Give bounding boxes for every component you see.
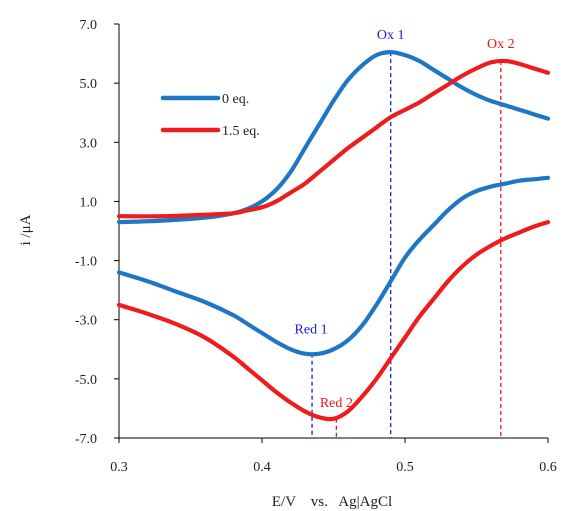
y-tick-label: -5.0	[75, 373, 97, 388]
y-tick-label: -7.0	[75, 432, 97, 447]
peak-annotation-label: Red 2	[320, 396, 353, 411]
y-tick-label: -3.0	[75, 314, 97, 329]
y-axis-label: i /μA	[18, 214, 34, 245]
peak-annotation-label: Ox 2	[487, 37, 515, 52]
legend-label: 0 eq.	[222, 92, 249, 107]
x-axis-label: E/V vs. Ag|AgCl	[272, 494, 392, 510]
x-tick-label: 0.3	[110, 460, 128, 475]
series-0-forward-line	[116, 50, 551, 225]
y-tick-label: 7.0	[80, 18, 98, 33]
x-tick-label: 0.5	[396, 460, 414, 475]
y-tick-label: 3.0	[80, 136, 98, 151]
legend: 0 eq. 1.5 eq.	[160, 92, 260, 139]
y-tick-label: 5.0	[80, 77, 98, 92]
series-1-reverse-line	[116, 220, 551, 422]
peak-annotation-label: Red 1	[295, 323, 328, 338]
x-tick-label: 0.6	[539, 460, 557, 475]
series-layer	[116, 50, 551, 422]
annotations: Ox 1 Ox 2 Red 1 Red 2	[295, 28, 515, 411]
series-1-forward-line	[116, 58, 551, 219]
y-tick-label: 1.0	[80, 195, 98, 210]
x-tick-label: 0.4	[253, 460, 271, 475]
chart-axes: 7.0 5.0 3.0 1.0 -1.0 -3.0 -5.0 -7.0 0.3 0.4 0.5 0.6	[75, 18, 557, 475]
peak-annotation-label: Ox 1	[377, 28, 405, 43]
series-0-reverse-line	[116, 175, 551, 357]
y-tick-label: -1.0	[75, 255, 97, 270]
legend-label: 1.5 eq.	[222, 124, 260, 139]
